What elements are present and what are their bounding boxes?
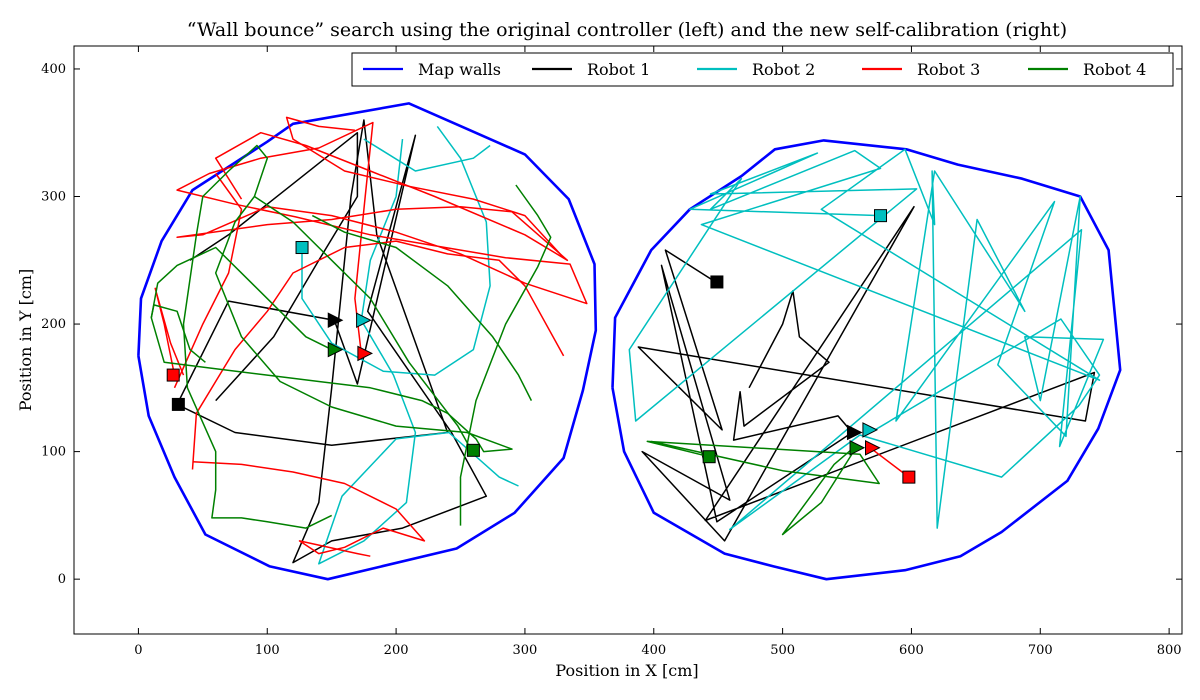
robot-4-path-0 [150, 144, 513, 529]
robot-1-start-marker-2 [710, 275, 724, 289]
tick-layer: 0 100 200 300 400 500 600 700 800 0 100 200 300 400 [41, 46, 1182, 658]
y-tick-label: 100 [41, 445, 66, 460]
robot-2-path-0 [301, 125, 491, 376]
marker-layer [166, 209, 916, 484]
robot-4-start-marker-12 [466, 443, 480, 457]
robot-3-end-marker-11 [865, 439, 881, 456]
robot-3-path-0 [176, 121, 588, 354]
legend-label-map-walls: Map walls [418, 60, 501, 79]
robot-3-end-marker-9 [357, 345, 374, 362]
chart-title: “Wall bounce” search using the original … [187, 19, 1067, 41]
x-tick-label: 500 [770, 643, 795, 658]
robot-3-path-2 [154, 287, 185, 376]
x-axis-label: Position in X [cm] [555, 661, 698, 680]
robot-4-path-5 [646, 440, 880, 485]
x-tick-label: 700 [1028, 643, 1053, 658]
map-walls-path-1 [611, 139, 1122, 581]
robot-1-start-marker-0 [171, 397, 185, 411]
robot-3-path-5 [173, 173, 243, 389]
robot-3-path-1 [285, 116, 565, 259]
legend-label-robot-1: Robot 1 [587, 60, 650, 79]
robot-4-start-marker-14 [702, 450, 716, 464]
robot-4-end-marker-15 [849, 439, 866, 456]
robot-2-end-marker-5 [356, 312, 372, 329]
trajectory-layer [137, 102, 1122, 581]
x-tick-label: 300 [513, 643, 538, 658]
robot-3-start-marker-10 [902, 470, 916, 484]
robot-1-path-1 [189, 131, 359, 402]
x-tick-label: 200 [384, 643, 409, 658]
legend-label-robot-2: Robot 2 [752, 60, 815, 79]
map-walls-path-0 [137, 102, 598, 581]
robot-2-end-marker-7 [862, 422, 879, 438]
robot-3-path-3 [191, 240, 565, 470]
x-tick-label: 600 [899, 643, 924, 658]
y-axis-label: Position in Y [cm] [16, 269, 35, 411]
robot-2-start-marker-6 [874, 209, 888, 223]
robot-4-path-6 [781, 447, 855, 536]
robot-4-path-2 [253, 195, 472, 450]
robot-2-path-3 [628, 148, 1105, 531]
robot-2-path-2 [363, 138, 491, 172]
robot-1-end-marker-3 [846, 424, 863, 441]
y-tick-label: 0 [58, 572, 66, 587]
robot-1-path-0 [176, 119, 488, 564]
robot-2-path-1 [318, 139, 519, 565]
legend: Map walls Robot 1 Robot 2 Robot 3 Robot 4 [351, 52, 1174, 87]
y-tick-label: 400 [41, 62, 66, 77]
robot-4-path-3 [459, 184, 552, 526]
plot-frame [73, 45, 1183, 635]
x-tick-label: 800 [1157, 643, 1182, 658]
x-tick-label: 400 [641, 643, 666, 658]
legend-items: Map walls Robot 1 Robot 2 Robot 3 Robot 4 [363, 60, 1146, 79]
x-tick-label: 0 [134, 643, 142, 658]
legend-label-robot-4: Robot 4 [1083, 60, 1146, 79]
x-tick-label: 100 [255, 643, 280, 658]
robot-3-start-marker-8 [166, 368, 180, 382]
y-tick-label: 300 [41, 190, 66, 205]
robot-4-end-marker-13 [327, 341, 344, 358]
robot-1-path-2 [637, 205, 1096, 542]
legend-label-robot-3: Robot 3 [917, 60, 980, 79]
robot-2-start-marker-4 [295, 241, 309, 255]
robot-3-path-4 [192, 461, 426, 557]
y-tick-label: 200 [41, 317, 66, 332]
robot-4-path-1 [150, 304, 206, 363]
robot-1-end-marker-1 [327, 312, 344, 329]
robot-4-path-4 [311, 214, 533, 401]
